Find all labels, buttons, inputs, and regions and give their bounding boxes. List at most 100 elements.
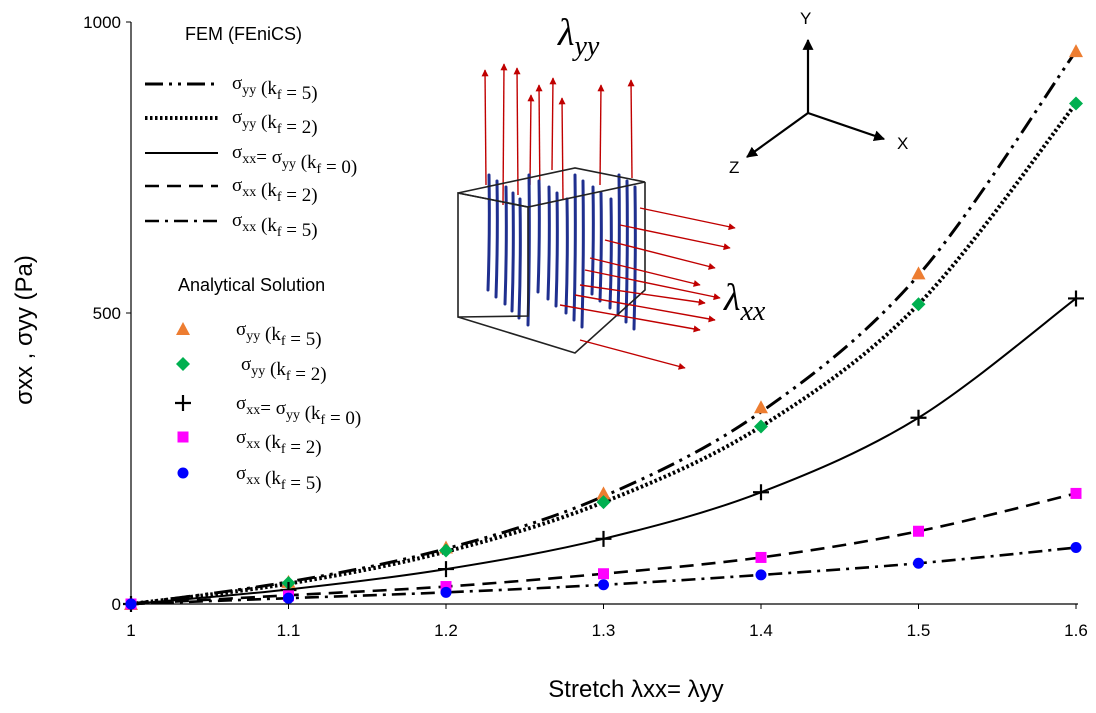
analytical-marker-group (123, 44, 1084, 612)
fiber-line (590, 185, 595, 296)
legend-analytical-label: σxx (kf = 2) (236, 427, 322, 458)
horizontal-arrow (559, 304, 701, 333)
x-tick-label: 1.5 (907, 621, 931, 640)
marker-square (598, 568, 609, 580)
vertical-stretch-arrows (481, 63, 635, 206)
marker-circle (283, 592, 294, 604)
marker-circle (1070, 542, 1082, 554)
legend-fem-title: FEM (FEniCS) (185, 24, 302, 44)
fiber-line (554, 191, 559, 308)
fiber-line (494, 179, 499, 299)
legend-fem-label: σxx (kf = 5) (232, 210, 318, 241)
fiber-line (564, 197, 569, 315)
legend-marker-circle (177, 467, 189, 479)
marker-triangle (754, 400, 768, 414)
fiber-line (580, 179, 585, 329)
vertical-arrow (627, 79, 635, 179)
axis-x-letter: X (897, 134, 908, 153)
legend-analytical-label: σyy (kf = 2) (241, 354, 327, 385)
legend-marker-plus (175, 395, 191, 411)
x-tick-label: 1.6 (1064, 621, 1088, 640)
legend-fem-label: σyy (kf = 5) (232, 73, 318, 104)
fiber-line (598, 191, 603, 303)
y-tick-label: 1000 (83, 13, 121, 32)
marker-square (440, 581, 452, 593)
y-axis-label: σxx , σyy (Pa) (11, 255, 38, 405)
legend-fem-label: σyy (kf = 2) (232, 107, 318, 138)
horizontal-arrow (579, 284, 706, 306)
legend-marker-square (177, 431, 189, 443)
legend-analytical-label: σxx (kf = 5) (236, 463, 322, 494)
marker-diamond (911, 297, 926, 312)
horizontal-arrow (574, 294, 716, 323)
horizontal-arrow (604, 239, 716, 270)
horizontal-stretch-arrows (559, 207, 736, 370)
coordinate-axes-diagram: Y X Z (729, 9, 908, 177)
fiber-line (517, 197, 522, 320)
fiber-line (632, 185, 637, 331)
marker-plus (753, 484, 769, 501)
marker-plus (595, 530, 612, 547)
fiber-line (572, 173, 577, 322)
horizontal-arrow (639, 207, 736, 231)
lambda-yy-label: λyy (557, 12, 600, 62)
lambda-xx-label: λxx (723, 277, 766, 327)
vertical-arrow (513, 67, 521, 196)
marker-circle (598, 579, 609, 591)
y-tick-label: 0 (112, 595, 121, 614)
marker-circle (440, 586, 452, 598)
legend-analytical-label: σxx= σyy (kf = 0) (236, 393, 361, 429)
fiber-line (486, 173, 491, 292)
marker-square (1070, 487, 1082, 499)
x-tick-label: 1.3 (592, 621, 616, 640)
horizontal-arrow (584, 269, 721, 301)
marker-diamond (1069, 96, 1083, 111)
vertical-arrow (549, 77, 557, 171)
legend-marker-triangle (176, 322, 190, 335)
legend-fem-entries: σyy (kf = 5)σyy (kf = 2) σxx= σyy (kf = 0… (145, 73, 357, 241)
vertical-arrow (500, 63, 508, 206)
axis-y-letter: Y (800, 9, 811, 28)
cube-outline (457, 167, 646, 354)
fiber-line (616, 173, 621, 317)
legend-marker-diamond (176, 357, 190, 371)
marker-plus (910, 409, 927, 426)
marker-square (755, 551, 767, 563)
marker-diamond (596, 495, 611, 510)
marker-circle (913, 557, 924, 569)
x-tick-label: 1.4 (749, 621, 773, 640)
fiber-line (536, 179, 541, 294)
fiber-cube-diagram: λyy λxx (457, 12, 766, 370)
marker-circle (755, 569, 767, 581)
axis-z-letter: Z (729, 158, 739, 177)
legend-fem-label: σxx (kf = 2) (232, 175, 318, 206)
legend: FEM (FEniCS) Analytical Solution σyy (kf… (145, 24, 361, 494)
marker-triangle (596, 486, 611, 500)
marker-plus (438, 561, 454, 578)
x-axis-label: Stretch λxx= λyy (548, 676, 723, 703)
vertical-arrow (597, 84, 605, 186)
marker-diamond (439, 543, 453, 558)
legend-analytical-title: Analytical Solution (178, 275, 325, 295)
legend-analytical-label: σyy (kf = 5) (236, 319, 322, 350)
horizontal-arrow (619, 224, 731, 251)
horizontal-arrow (579, 339, 686, 370)
x-direction-arrow (807, 111, 886, 141)
fiber-line (510, 191, 515, 313)
fiber-line (624, 179, 629, 324)
x-tick-group: 1 1.1 1.2 1.3 1.4 1.5 1.6 (126, 604, 1088, 640)
fiber-line (503, 185, 508, 306)
x-tick-label: 1.1 (277, 621, 301, 640)
vertical-arrow (481, 69, 489, 186)
marker-circle (125, 598, 137, 610)
marker-square (913, 525, 924, 537)
x-tick-label: 1 (126, 621, 135, 640)
marker-diamond (754, 419, 768, 434)
x-tick-label: 1.2 (434, 621, 458, 640)
fiber-line (608, 197, 613, 310)
vertical-arrow (527, 94, 535, 186)
y-tick-label: 500 (93, 304, 121, 323)
marker-triangle (1069, 44, 1083, 58)
legend-analytical-entries: σyy (kf = 5) σyy (kf = 2) σxx= σyy (kf = 0… (175, 319, 361, 494)
